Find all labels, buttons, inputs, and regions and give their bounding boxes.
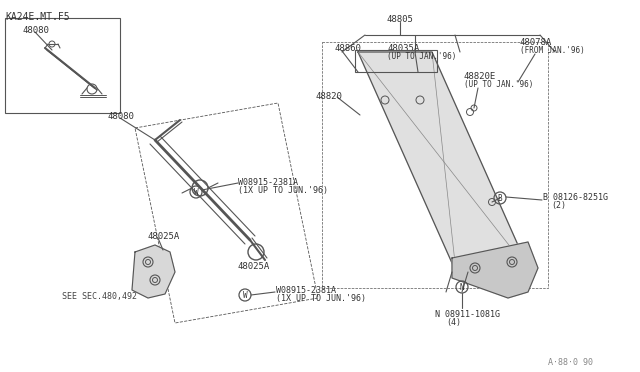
Text: (UP TO JAN.'96): (UP TO JAN.'96) [464,80,533,89]
Text: (FROM JAN.'96): (FROM JAN.'96) [520,46,585,55]
Text: 48805: 48805 [387,15,413,24]
Text: 48025A: 48025A [148,232,180,241]
Text: A·88·0 90: A·88·0 90 [548,358,593,367]
Text: 48078A: 48078A [520,38,552,47]
Text: (1X UP TO JUN.'96): (1X UP TO JUN.'96) [276,294,366,303]
Text: 48035A: 48035A [388,44,420,53]
Text: W08915-2381A: W08915-2381A [276,286,336,295]
Text: 48820: 48820 [316,92,343,101]
Polygon shape [358,52,530,272]
Text: 48080: 48080 [22,26,49,35]
Text: 48080: 48080 [107,112,134,121]
Text: 48025A: 48025A [237,262,269,271]
Text: N 08911-1081G: N 08911-1081G [435,310,500,319]
Bar [5,18,120,113]
Circle shape [507,257,517,267]
Text: (UP TO JAN.'96): (UP TO JAN.'96) [387,52,456,61]
Text: KA24E.MT.F5: KA24E.MT.F5 [5,12,70,22]
Text: W: W [243,291,247,299]
Circle shape [143,257,153,267]
Text: N: N [460,282,464,292]
Text: B 08126-8251G: B 08126-8251G [543,193,608,202]
Text: SEE SEC.480,492: SEE SEC.480,492 [62,292,137,301]
Bar [355,50,437,72]
Text: (2): (2) [551,201,566,210]
Text: W: W [194,187,198,196]
Text: B: B [498,193,502,202]
Text: 48860: 48860 [335,44,362,53]
Polygon shape [452,242,538,298]
Circle shape [150,275,160,285]
Text: (1X UP TO JUN.'96): (1X UP TO JUN.'96) [238,186,328,195]
Text: W08915-2381A: W08915-2381A [238,178,298,187]
Text: 48820E: 48820E [464,72,496,81]
Circle shape [470,263,480,273]
Text: (4): (4) [446,318,461,327]
Polygon shape [132,245,175,298]
